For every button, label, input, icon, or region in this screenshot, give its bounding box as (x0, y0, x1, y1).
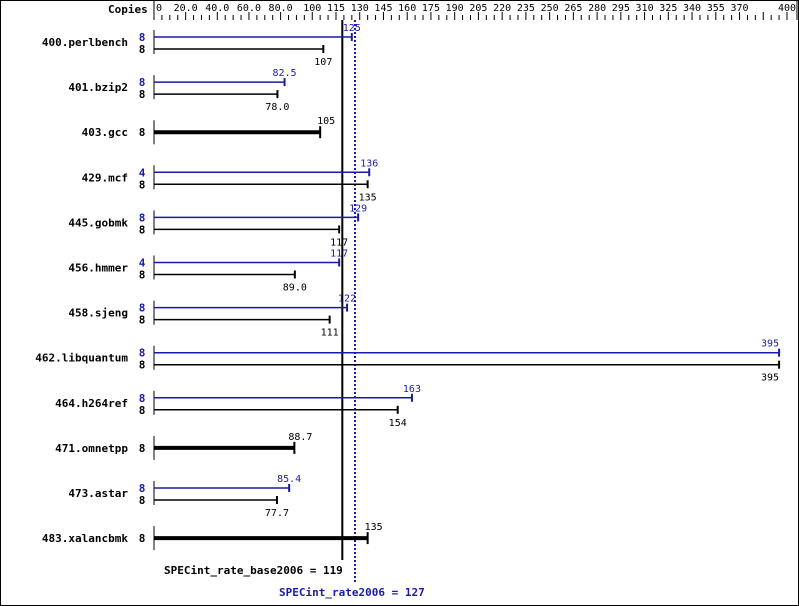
benchmark-name: 483.xalancbmk (42, 532, 128, 545)
benchmark-name: 429.mcf (82, 171, 128, 184)
tick-label: 355 (707, 3, 725, 14)
tick-label: 190 (446, 3, 464, 14)
peak-value: 122 (338, 294, 356, 305)
benchmark-name: 462.libquantum (35, 352, 128, 365)
base-copies: 8 (139, 532, 146, 545)
peak-copies: 8 (139, 211, 146, 224)
benchmark-name: 401.bzip2 (68, 81, 128, 94)
tick-label: 370 (730, 3, 748, 14)
peak-copies: 4 (139, 166, 146, 179)
base-value: 111 (321, 328, 339, 339)
base-value: 88.7 (288, 432, 312, 443)
base-copies: 8 (139, 494, 146, 507)
benchmark-name: 400.perlbench (42, 36, 128, 49)
peak-value: 163 (403, 384, 421, 395)
peak-value: 125 (343, 23, 361, 34)
tick-label: 160 (398, 3, 416, 14)
peak-value: 136 (360, 158, 378, 169)
tick-label: 340 (683, 3, 701, 14)
benchmark-name: 473.astar (68, 487, 128, 500)
peak-copies: 8 (139, 76, 146, 89)
base-copies: 8 (139, 126, 146, 139)
peak-copies: 8 (139, 482, 146, 495)
tick-label: 20.0 (174, 3, 198, 14)
base-copies: 8 (139, 359, 146, 372)
tick-label: 205 (469, 3, 487, 14)
base-copies: 8 (139, 178, 146, 191)
base-copies: 8 (139, 442, 146, 455)
peak-copies: 4 (139, 257, 146, 270)
base-value: 117 (330, 237, 348, 248)
peak-value: 85.4 (277, 474, 301, 485)
tick-label: 280 (588, 3, 606, 14)
tick-label: 0 (156, 3, 162, 14)
axis-label: Copies (108, 3, 148, 16)
benchmark-name: 456.hmmer (68, 262, 128, 275)
peak-copies: 8 (139, 31, 146, 44)
base-mean-label: SPECint_rate_base2006 = 119 (164, 564, 343, 577)
base-value: 395 (761, 373, 779, 384)
peak-value: 82.5 (273, 68, 297, 79)
peak-copies: 8 (139, 347, 146, 360)
tick-label: 235 (517, 3, 535, 14)
benchmark-name: 403.gcc (82, 126, 128, 139)
base-value: 77.7 (265, 508, 289, 519)
benchmark-name: 464.h264ref (55, 397, 128, 410)
tick-label: 310 (636, 3, 654, 14)
base-copies: 8 (139, 404, 146, 417)
base-copies: 8 (139, 314, 146, 327)
tick-label: 325 (659, 3, 677, 14)
peak-copies: 8 (139, 302, 146, 315)
tick-label: 115 (327, 3, 345, 14)
peak-value: 395 (761, 339, 779, 350)
tick-label: 60.0 (237, 3, 261, 14)
peak-value: 129 (349, 203, 367, 214)
base-value: 154 (389, 418, 407, 429)
tick-label: 80.0 (269, 3, 293, 14)
base-value: 105 (317, 116, 335, 127)
peak-mean-label: SPECint_rate2006 = 127 (279, 586, 425, 599)
tick-label: 145 (374, 3, 392, 14)
base-copies: 8 (139, 88, 146, 101)
peak-copies: 8 (139, 392, 146, 405)
base-value: 78.0 (265, 102, 289, 113)
tick-label: 130 (351, 3, 369, 14)
tick-label: 220 (493, 3, 511, 14)
benchmark-name: 458.sjeng (68, 307, 128, 320)
base-value: 135 (365, 522, 383, 533)
base-value: 135 (359, 192, 377, 203)
benchmark-name: 471.omnetpp (55, 442, 128, 455)
base-copies: 8 (139, 43, 146, 56)
base-value: 89.0 (283, 283, 307, 294)
tick-label: 250 (541, 3, 559, 14)
tick-label: 100 (303, 3, 321, 14)
tick-label: 265 (564, 3, 582, 14)
base-copies: 8 (139, 223, 146, 236)
base-value: 107 (314, 57, 332, 68)
tick-label: 400 (778, 3, 796, 14)
base-copies: 8 (139, 269, 146, 282)
peak-value: 117 (330, 249, 348, 260)
benchmark-name: 445.gobmk (68, 216, 128, 229)
tick-label: 175 (422, 3, 440, 14)
tick-label: 40.0 (205, 3, 229, 14)
tick-label: 295 (612, 3, 630, 14)
